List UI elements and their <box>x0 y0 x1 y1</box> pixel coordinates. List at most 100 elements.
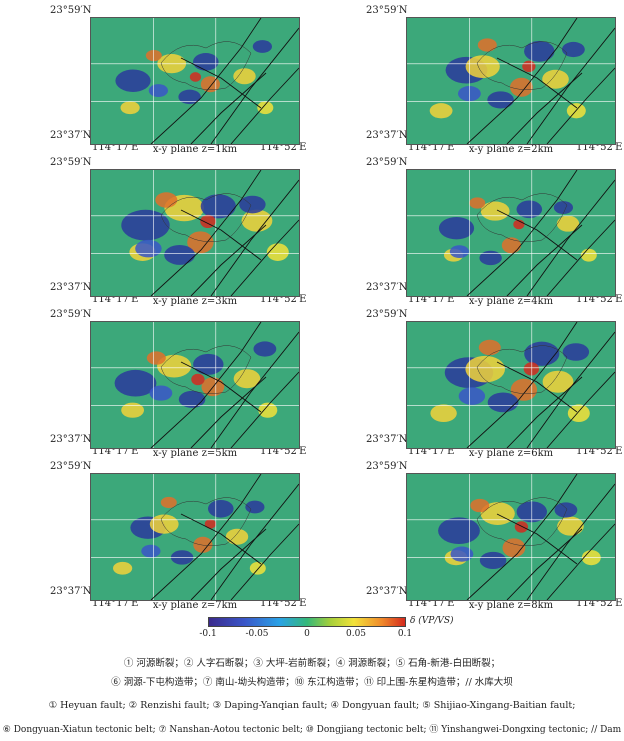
reservoir-outline <box>476 497 568 546</box>
right-longitude-label: 114°52′E <box>260 294 307 305</box>
anomaly-blob <box>204 519 216 529</box>
anomaly-blob <box>193 353 224 375</box>
reservoir-outline <box>476 193 568 242</box>
fault-line <box>546 371 615 448</box>
colorbar-gradient <box>208 617 406 627</box>
anomaly-blob <box>562 343 590 361</box>
map-panel: 23°59′N 23°37′N 114°17′E 114°52′E x-y plane … <box>2 155 306 325</box>
fault-line <box>506 376 583 448</box>
fault-line <box>150 474 262 600</box>
anomaly-blob <box>191 373 205 386</box>
bottom-latitude-label: 23°37′N <box>366 282 408 293</box>
map-panel: 23°59′N 23°37′N 114°17′E 114°52′E x-y plane … <box>2 307 306 477</box>
fault-line <box>466 170 578 296</box>
left-longitude-label: 114°17′E <box>92 446 139 457</box>
fault-line <box>210 331 299 448</box>
anomaly-blob <box>438 217 475 240</box>
fault-line <box>230 523 299 600</box>
top-latitude-label: 23°59′N <box>50 309 92 320</box>
fault-line <box>230 219 299 296</box>
anomaly-blob <box>502 538 526 558</box>
reservoir-outline <box>160 193 252 242</box>
anomaly-blob <box>523 362 540 376</box>
anomaly-blob <box>193 53 219 71</box>
reservoir-outline <box>476 41 568 90</box>
left-longitude-label: 114°17′E <box>408 294 455 305</box>
anomaly-blob <box>430 404 457 423</box>
fault-line <box>496 361 578 413</box>
map-panel: 23°59′N 23°37′N 114°17′E 114°52′E x-y plane … <box>2 459 306 629</box>
anomaly-blob <box>178 89 201 105</box>
fault-line <box>526 331 615 448</box>
velocity-ratio-map <box>90 473 300 601</box>
anomaly-blob <box>155 192 178 208</box>
fault-line <box>466 322 578 448</box>
anomaly-blob <box>145 49 162 62</box>
anomaly-blob <box>160 496 177 509</box>
fault-line <box>190 72 267 144</box>
anomaly-blob <box>193 536 213 553</box>
anomaly-blob <box>146 351 166 365</box>
colorbar: -0.1 -0.05 0 0.05 0.1 δ (VP/VS) <box>199 616 453 651</box>
fault-line <box>150 18 262 144</box>
velocity-ratio-map <box>90 321 300 449</box>
left-longitude-label: 114°17′E <box>92 142 139 153</box>
anomaly-blob <box>580 248 597 262</box>
map-background <box>407 474 615 600</box>
fault-line <box>526 27 615 144</box>
anomaly-blob <box>249 561 266 575</box>
anomaly-blob <box>266 243 289 261</box>
fault-line <box>230 67 299 144</box>
panel-caption: x-y plane z=8km <box>468 600 554 611</box>
anomaly-blob <box>164 245 196 265</box>
anomaly-blob <box>113 561 133 575</box>
fault-line <box>526 483 615 600</box>
right-longitude-label: 114°52′E <box>260 446 307 457</box>
map-panel: 23°59′N 23°37′N 114°17′E 114°52′E x-y plane … <box>318 459 622 629</box>
colorbar-tick: 0.1 <box>397 629 413 639</box>
map-background <box>407 18 615 144</box>
top-latitude-label: 23°59′N <box>366 309 408 320</box>
fault-line <box>506 224 583 296</box>
fault-line <box>466 474 578 600</box>
anomaly-blob <box>480 201 510 221</box>
anomaly-blob <box>120 101 140 115</box>
colorbar-tick: 0 <box>304 629 310 639</box>
anomaly-blob <box>469 197 486 209</box>
anomaly-blob <box>524 341 560 366</box>
anomaly-blob <box>501 237 522 254</box>
map-background <box>91 474 299 600</box>
fault-line <box>150 322 262 448</box>
anomaly-blob <box>239 195 266 214</box>
map-panel: 23°59′N 23°37′N 114°17′E 114°52′E x-y plane … <box>318 155 622 325</box>
map-panel: 23°59′N 23°37′N 114°17′E 114°52′E x-y plane … <box>318 307 622 477</box>
legend-cn-line-1: ① 河源断裂；② 人字石断裂；③ 大坪-岩前断裂；④ 洞源断裂；⑤ 石角-新港-… <box>123 658 501 669</box>
velocity-ratio-map <box>406 169 616 297</box>
anomaly-blob <box>253 341 277 357</box>
bottom-latitude-label: 23°37′N <box>50 282 92 293</box>
anomaly-blob <box>121 402 144 418</box>
panel-caption: x-y plane z=3km <box>152 296 238 307</box>
right-longitude-label: 114°52′E <box>576 446 623 457</box>
anomaly-blob <box>478 339 501 356</box>
anomaly-blob <box>553 201 574 214</box>
anomaly-blob <box>233 369 261 389</box>
anomaly-blob <box>225 528 249 545</box>
fault-line <box>190 528 267 600</box>
anomaly-blob <box>200 194 236 219</box>
bottom-latitude-label: 23°37′N <box>366 130 408 141</box>
anomaly-blob <box>465 355 506 383</box>
panel-caption: x-y plane z=1km <box>152 144 238 155</box>
reservoir-outline <box>160 41 252 90</box>
velocity-ratio-map <box>90 169 300 297</box>
fault-line <box>210 179 299 296</box>
fault-line <box>496 513 578 565</box>
right-longitude-label: 114°52′E <box>576 142 623 153</box>
anomaly-blob <box>207 499 234 518</box>
left-longitude-label: 114°17′E <box>408 598 455 609</box>
anomaly-blob <box>458 387 486 405</box>
anomaly-blob <box>438 517 480 544</box>
fault-line <box>546 523 615 600</box>
anomaly-blob <box>115 69 151 92</box>
colorbar-tick: -0.1 <box>199 629 217 639</box>
